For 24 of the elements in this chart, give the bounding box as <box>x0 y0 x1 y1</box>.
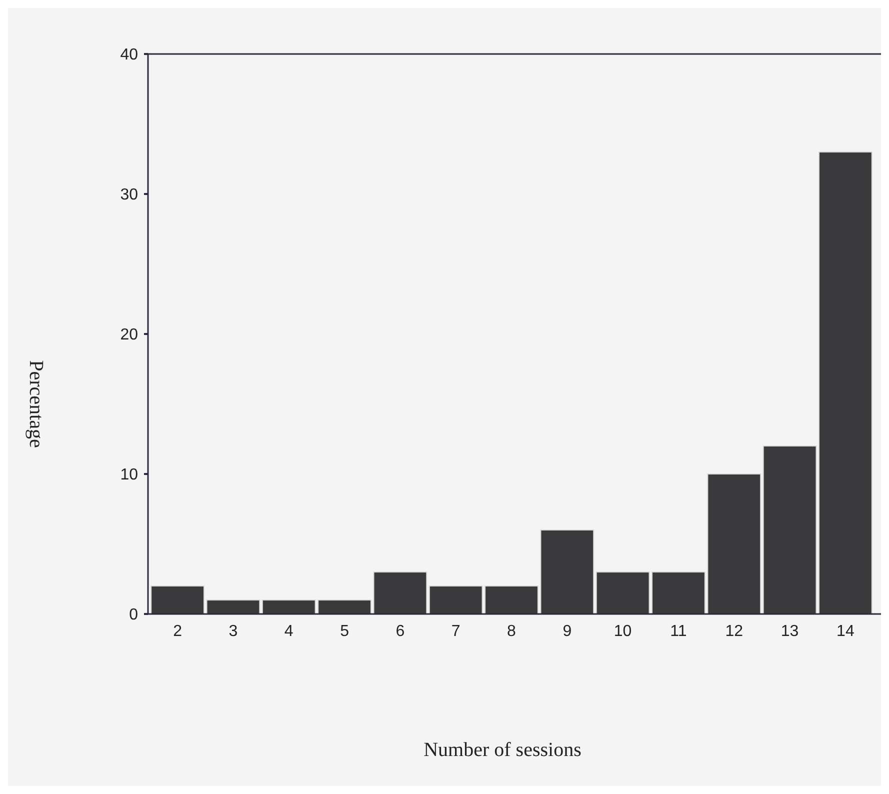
x-tick-label: 7 <box>451 623 460 640</box>
bar <box>206 600 260 614</box>
x-tick-label: 13 <box>780 623 799 640</box>
x-tick-label: 9 <box>562 623 572 640</box>
y-tick-label: 30 <box>120 186 138 204</box>
x-tick-label: 4 <box>284 623 294 640</box>
x-tick-label: 2 <box>173 623 182 640</box>
x-tick-label: 8 <box>507 623 516 640</box>
x-tick-label: 10 <box>614 623 632 640</box>
y-axis-title: Percentage <box>25 360 47 448</box>
y-tick-label: 40 <box>120 46 138 64</box>
x-tick-label: 12 <box>725 623 744 640</box>
x-tick-label: 11 <box>670 623 687 640</box>
x-tick-label: 5 <box>340 623 350 640</box>
x-tick-label: 3 <box>228 623 238 640</box>
bar <box>150 586 204 614</box>
x-tick-label: 14 <box>836 623 854 640</box>
x-tick-label: 6 <box>396 623 405 640</box>
bar <box>762 446 817 614</box>
y-tick-label: 10 <box>120 466 138 484</box>
x-axis-title: Number of sessions <box>424 739 582 761</box>
bar <box>818 152 872 614</box>
y-tick-label: 0 <box>129 606 138 624</box>
y-tick-label: 20 <box>120 326 138 344</box>
